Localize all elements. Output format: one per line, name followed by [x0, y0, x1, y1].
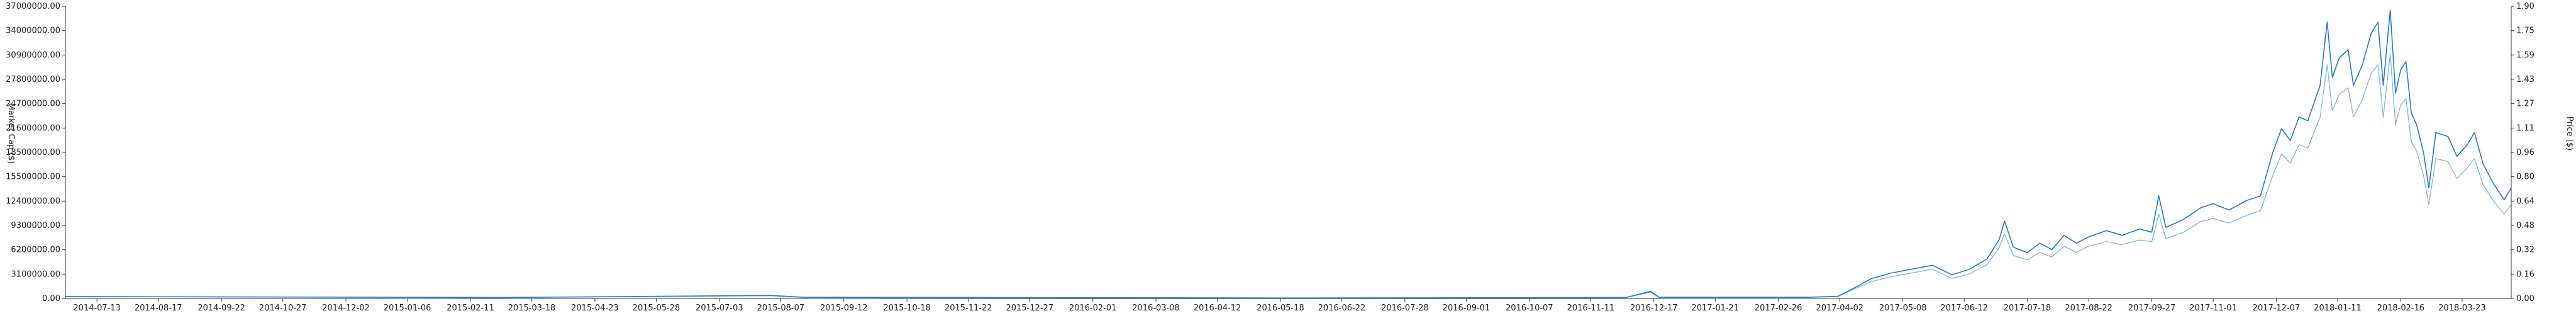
left-y-tick-label: 9300000.00: [11, 221, 60, 230]
x-tick-label: 2015-05-28: [633, 304, 680, 313]
x-tick-label: 2017-06-12: [1940, 304, 1988, 313]
x-tick-label: 2016-04-12: [1194, 304, 1241, 313]
right-y-tick-label: 0.48: [2516, 221, 2534, 230]
x-tick-label: 2018-01-11: [2314, 304, 2362, 313]
x-axis-ticks: 2014-07-13 2014-08-17 2014-09-22 2014-10-27…: [73, 298, 2486, 313]
right-y-tick-label: 0.00: [2516, 294, 2534, 304]
right-y-tick-label: 0.16: [2516, 270, 2534, 279]
x-tick-label: 2014-08-17: [135, 304, 182, 313]
left-y-tick-label: 12400000.00: [6, 196, 60, 206]
x-tick-label: 2014-10-27: [259, 304, 307, 313]
x-tick-label: 2018-02-16: [2377, 304, 2425, 313]
left-y-axis-title: Market Cap ($): [6, 103, 16, 164]
x-tick-label: 2015-09-12: [820, 304, 868, 313]
x-tick-label: 2016-06-22: [1318, 304, 1366, 313]
axis-layer: [65, 6, 2512, 299]
x-tick-label: 2015-10-18: [883, 304, 931, 313]
x-tick-label: 2016-09-01: [1443, 304, 1491, 313]
x-tick-label: 2017-07-18: [2004, 304, 2051, 313]
right-y-tick-label: 0.32: [2516, 246, 2534, 255]
x-tick-label: 2015-07-03: [696, 304, 743, 313]
right-y-axis-ticks: 1.90 1.75 1.59 1.43 1.27 1.11 0.96 0.80 0.64 0.48…: [2511, 2, 2534, 304]
left-y-tick-label: 21600000.00: [6, 123, 60, 133]
x-tick-label: 2016-12-17: [1630, 304, 1678, 313]
right-y-tick-label: 0.96: [2516, 148, 2534, 157]
right-y-tick-label: 0.80: [2516, 173, 2534, 182]
right-y-axis-title: Price ($): [2565, 116, 2574, 150]
series-line-market-cap: [65, 9, 2512, 298]
x-tick-label: 2017-12-07: [2253, 304, 2301, 313]
x-tick-label: 2015-08-07: [757, 304, 805, 313]
left-y-tick-label: 27800000.00: [6, 75, 60, 84]
right-y-tick-label: 1.43: [2516, 75, 2534, 84]
left-y-tick-label: 3100000.00: [11, 270, 60, 279]
left-y-tick-label: 24700000.00: [6, 99, 60, 109]
x-tick-label: 2017-02-26: [1755, 304, 1802, 313]
x-tick-label: 2016-05-18: [1257, 304, 1304, 313]
x-tick-label: 2015-12-27: [1006, 304, 1054, 313]
x-tick-label: 2014-09-22: [197, 304, 245, 313]
right-y-tick-label: 1.75: [2516, 26, 2534, 36]
x-tick-label: 2015-11-22: [945, 304, 992, 313]
left-y-tick-label: 30900000.00: [6, 50, 60, 60]
left-y-tick-label: 37000000.00: [6, 2, 60, 11]
left-y-tick-label: 6200000.00: [11, 246, 60, 255]
x-tick-label: 2018-03-23: [2438, 304, 2486, 313]
x-tick-label: 2017-11-01: [2189, 304, 2237, 313]
x-tick-label: 2015-03-18: [508, 304, 556, 313]
x-tick-label: 2015-02-11: [447, 304, 494, 313]
left-y-tick-label: 15500000.00: [6, 173, 60, 182]
series-layer: [65, 9, 2512, 298]
x-tick-label: 2017-04-02: [1816, 304, 1863, 313]
right-y-tick-label: 1.27: [2516, 99, 2534, 109]
right-y-tick-label: 0.64: [2516, 196, 2534, 206]
right-y-tick-label: 1.90: [2516, 2, 2534, 11]
x-tick-label: 2017-08-22: [2065, 304, 2112, 313]
left-y-tick-label: 0.00: [42, 294, 60, 304]
x-tick-label: 2016-11-11: [1567, 304, 1615, 313]
x-tick-label: 2016-02-01: [1069, 304, 1117, 313]
left-y-tick-label: 18500000.00: [6, 148, 60, 157]
x-tick-label: 2014-12-02: [322, 304, 370, 313]
x-tick-label: 2017-05-08: [1879, 304, 1927, 313]
x-tick-label: 2017-01-21: [1692, 304, 1740, 313]
x-tick-label: 2016-03-08: [1132, 304, 1180, 313]
x-tick-label: 2016-10-07: [1506, 304, 1553, 313]
left-y-axis-ticks: 37000000.00 34000000.00 30900000.00 2780000…: [6, 2, 65, 304]
right-y-tick-label: 1.11: [2516, 123, 2534, 133]
right-y-tick-label: 1.59: [2516, 50, 2534, 60]
x-tick-label: 2015-04-23: [571, 304, 619, 313]
left-y-tick-label: 34000000.00: [6, 26, 60, 36]
x-tick-label: 2015-01-06: [384, 304, 431, 313]
x-tick-label: 2014-07-13: [73, 304, 121, 313]
series-line-price: [65, 54, 2512, 298]
x-tick-label: 2017-09-27: [2128, 304, 2176, 313]
x-tick-label: 2016-07-28: [1381, 304, 1429, 313]
